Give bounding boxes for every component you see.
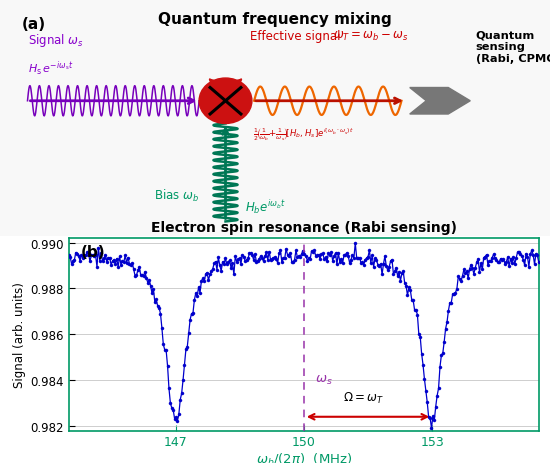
Text: Signal $\omega_s$: Signal $\omega_s$ [28, 31, 83, 49]
Text: Quantum frequency mixing: Quantum frequency mixing [158, 12, 392, 27]
Text: $\omega_s$: $\omega_s$ [315, 373, 332, 387]
Text: Bias $\omega_b$: Bias $\omega_b$ [154, 188, 199, 204]
Text: $\Omega = \omega_T$: $\Omega = \omega_T$ [343, 390, 384, 406]
Text: (a): (a) [22, 17, 46, 31]
Text: Effective signal: Effective signal [250, 31, 341, 44]
X-axis label: $\omega_b/(2\pi)$  (MHz): $\omega_b/(2\pi)$ (MHz) [256, 451, 352, 463]
Text: Quantum
sensing
(Rabi, CPMG): Quantum sensing (Rabi, CPMG) [476, 31, 550, 64]
Title: Electron spin resonance (Rabi sensing): Electron spin resonance (Rabi sensing) [151, 220, 457, 234]
Y-axis label: Signal (arb. units): Signal (arb. units) [13, 282, 26, 388]
Text: (b): (b) [80, 244, 105, 259]
Text: $\frac{1}{2}\!\left(\!\frac{1}{\omega_b}\!+\!\frac{1}{\omega_s}\!\right)\![H_b,H: $\frac{1}{2}\!\left(\!\frac{1}{\omega_b}… [253, 126, 354, 143]
Polygon shape [410, 88, 470, 115]
FancyBboxPatch shape [0, 0, 550, 242]
Text: $H_b e^{i\omega_b t}$: $H_b e^{i\omega_b t}$ [245, 198, 285, 216]
Text: $\omega_T = \omega_b - \omega_s$: $\omega_T = \omega_b - \omega_s$ [333, 30, 408, 44]
Text: $H_{\rm s}\,e^{-i\omega_{\rm s}t}$: $H_{\rm s}\,e^{-i\omega_{\rm s}t}$ [28, 59, 73, 78]
Circle shape [199, 79, 252, 124]
